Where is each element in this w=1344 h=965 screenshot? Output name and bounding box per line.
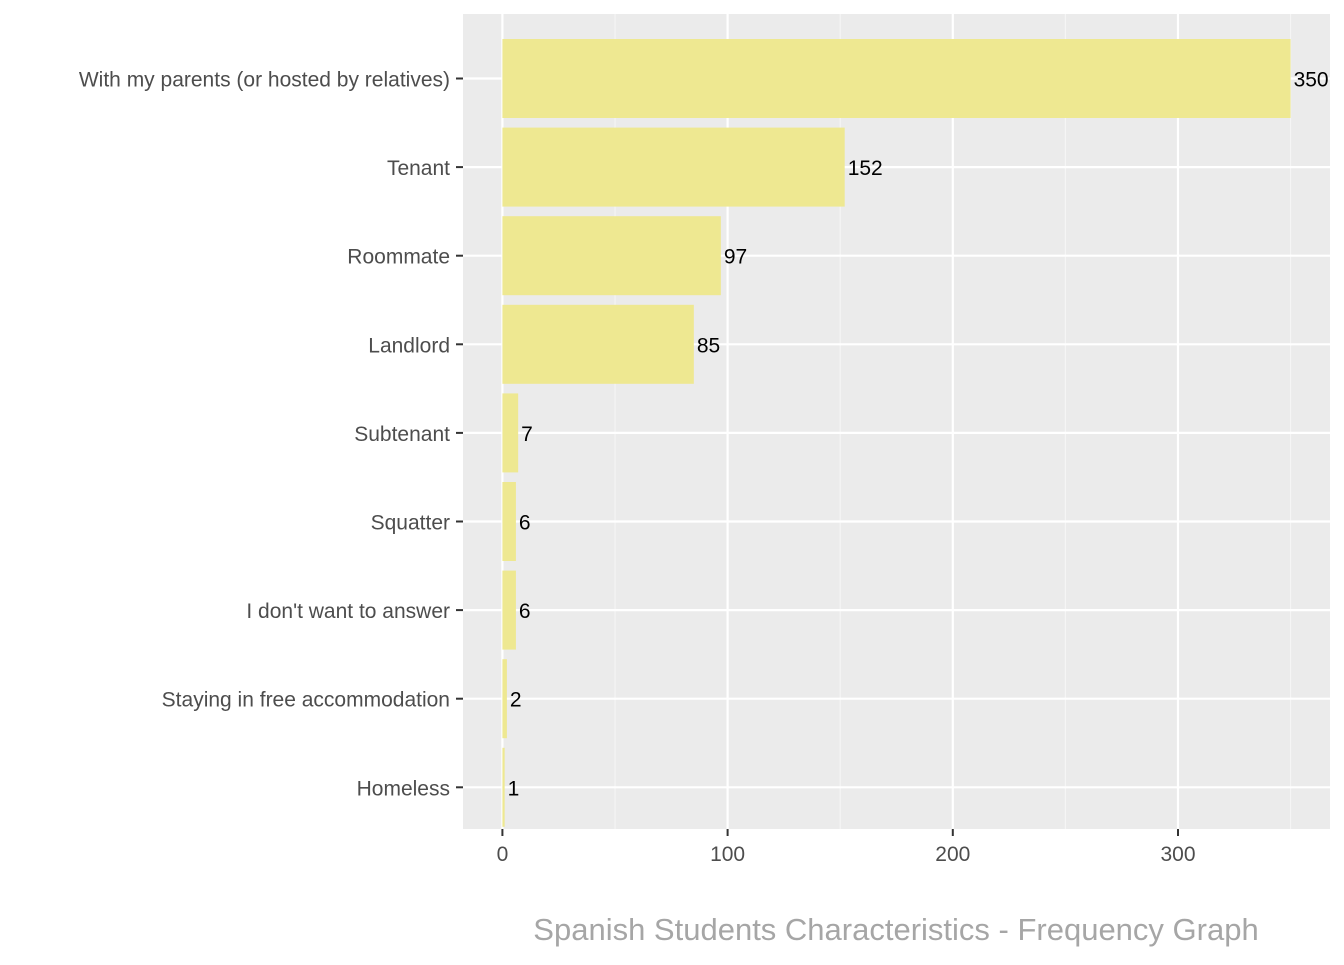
value-label: 6: [519, 512, 531, 535]
x-tick-label: 100: [710, 843, 745, 866]
value-label: 152: [848, 157, 883, 180]
bar: [502, 216, 721, 296]
value-label: 85: [697, 334, 720, 357]
x-tick-label: 0: [497, 843, 509, 866]
category-label: Homeless: [357, 777, 450, 800]
bar: [502, 39, 1291, 118]
value-label: 97: [724, 246, 747, 269]
bar: [502, 482, 516, 561]
category-label: Tenant: [387, 157, 450, 180]
category-label: Staying in free accommodation: [162, 689, 450, 712]
chart-caption: Spanish Students Characteristics - Frequ…: [533, 912, 1258, 947]
category-label: Landlord: [368, 334, 450, 357]
bars: [502, 39, 1291, 827]
category-label: Subtenant: [354, 423, 450, 446]
bar: [502, 570, 516, 650]
x-axis: 0 100 200 300: [497, 829, 1196, 866]
category-label: I don't want to answer: [246, 600, 450, 623]
y-axis: With my parents (or hosted by relatives)…: [79, 69, 463, 800]
bar: [502, 127, 845, 207]
category-label: Roommate: [347, 246, 450, 269]
category-label: Squatter: [371, 512, 450, 535]
value-labels: 350 152 97 85 7 6 6 2 1: [508, 69, 1329, 801]
value-label: 350: [1294, 69, 1329, 92]
bar: [502, 304, 694, 384]
value-label: 6: [519, 600, 531, 623]
bar: [502, 747, 505, 827]
bar: [502, 659, 507, 739]
value-label: 1: [508, 777, 520, 800]
category-label: With my parents (or hosted by relatives): [79, 69, 450, 92]
bar: [502, 393, 519, 473]
value-label: 7: [521, 423, 533, 446]
x-tick-label: 200: [935, 843, 970, 866]
value-label: 2: [510, 689, 522, 712]
x-tick-label: 300: [1160, 843, 1195, 866]
